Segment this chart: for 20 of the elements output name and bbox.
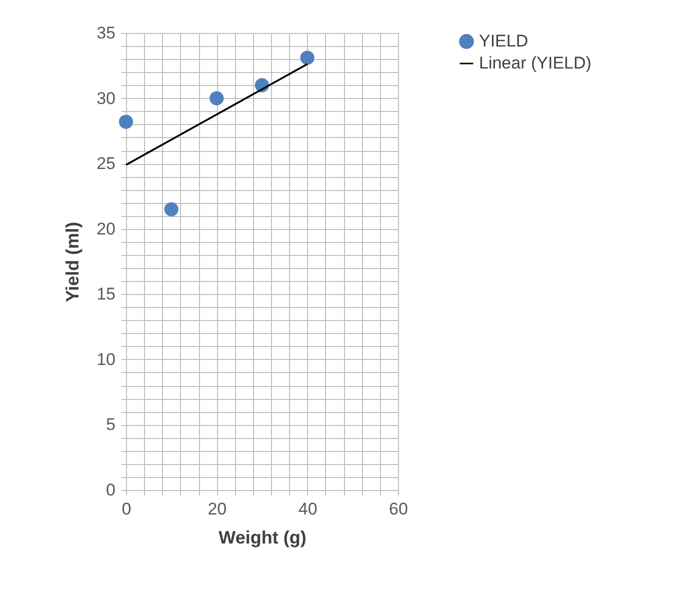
point [118, 114, 134, 129]
x-axis-title: Weight (g) [218, 528, 306, 548]
y-tick-label: 20 [96, 219, 116, 238]
point [210, 91, 224, 106]
point [164, 202, 178, 216]
y-tick-label: 30 [96, 88, 116, 108]
y-tick-label: 5 [106, 415, 116, 434]
y-tick-label: 10 [96, 350, 116, 369]
x-tick-label: 60 [389, 500, 408, 518]
y-tick-label: 15 [96, 284, 116, 304]
legend-label: Linear (YIELD) [479, 54, 592, 72]
x-tick-label: 20 [208, 500, 227, 518]
x-tick-label: 40 [298, 500, 318, 518]
y-axis-title: Yield (ml) [62, 222, 83, 302]
legend-label: YIELD [479, 32, 528, 50]
x-tick-label: 0 [122, 500, 132, 518]
y-tick-label: 25 [96, 154, 116, 174]
point [300, 50, 314, 65]
y-tick-label: 35 [96, 24, 116, 42]
y-tick-label: 0 [106, 480, 116, 500]
